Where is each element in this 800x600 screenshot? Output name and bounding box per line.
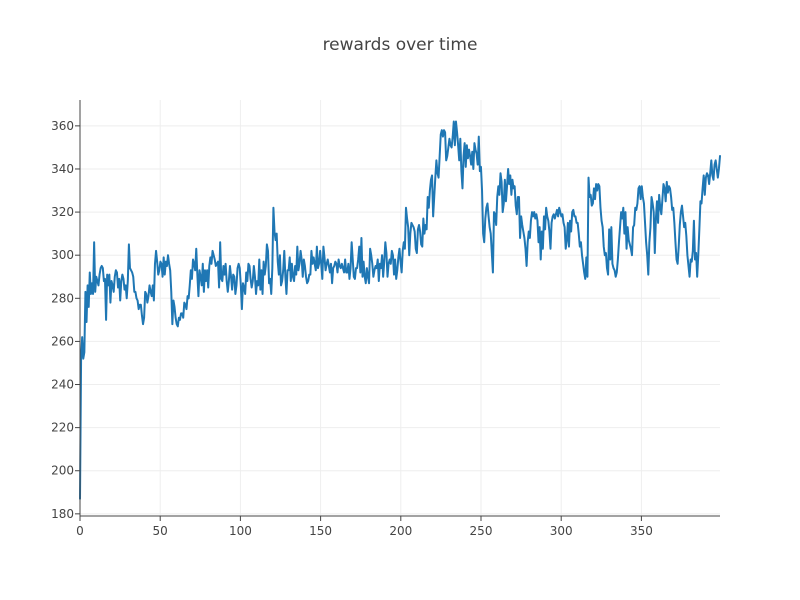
y-tick-label: 320 <box>51 205 74 219</box>
y-tick-label: 280 <box>51 291 74 305</box>
y-tick-label: 360 <box>51 119 74 133</box>
x-tick-label: 300 <box>550 524 573 538</box>
x-tick-label: 50 <box>153 524 168 538</box>
x-tick-label: 150 <box>309 524 332 538</box>
y-tick-label: 220 <box>51 421 74 435</box>
series-layer <box>79 120 721 500</box>
y-axis-ticks: 180 200 220 240 260 280 300 320 340 360 <box>51 119 80 521</box>
x-tick-label: 100 <box>229 524 252 538</box>
y-tick-label: 300 <box>51 248 74 262</box>
x-tick-label: 200 <box>389 524 412 538</box>
chart-title: rewards over time <box>323 35 478 55</box>
x-tick-label: 0 <box>76 524 84 538</box>
y-tick-label: 200 <box>51 464 74 478</box>
y-tick-label: 260 <box>51 334 74 348</box>
x-tick-label: 350 <box>630 524 653 538</box>
x-axis-ticks: 0 50 100 150 200 250 300 350 <box>76 516 653 538</box>
x-tick-label: 250 <box>470 524 493 538</box>
y-tick-label: 340 <box>51 162 74 176</box>
rewards-series-line <box>79 120 721 500</box>
y-tick-label: 240 <box>51 378 74 392</box>
y-tick-label: 180 <box>51 507 74 521</box>
